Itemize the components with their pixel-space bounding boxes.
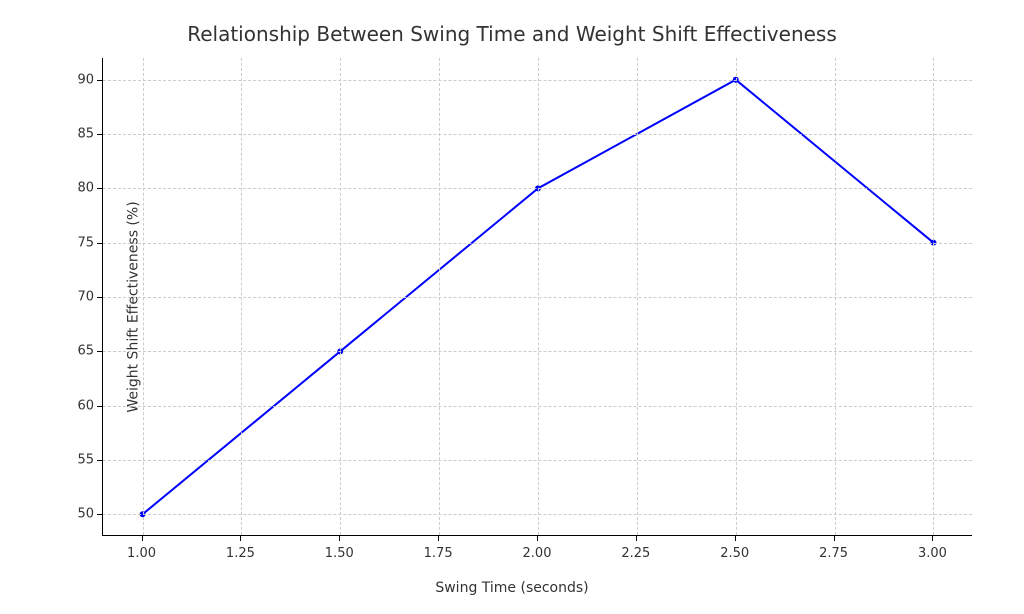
x-tick-label: 1.25 [226,546,255,561]
y-tick [97,134,102,135]
x-tick-label: 1.00 [127,546,156,561]
x-tick [537,536,538,541]
y-tick [97,188,102,189]
grid-line-h [103,243,972,244]
chart-container: Relationship Between Swing Time and Weig… [0,0,1024,614]
y-tick-label: 85 [72,127,94,142]
x-tick-label: 2.25 [621,546,650,561]
x-tick [834,536,835,541]
x-axis-label: Swing Time (seconds) [0,580,1024,596]
x-tick [438,536,439,541]
y-tick [97,514,102,515]
x-tick-label: 1.50 [325,546,354,561]
grid-line-h [103,134,972,135]
x-tick [142,536,143,541]
grid-line-h [103,460,972,461]
x-tick-label: 2.75 [819,546,848,561]
y-tick [97,406,102,407]
grid-line-h [103,351,972,352]
y-tick-label: 55 [72,452,94,467]
y-tick-label: 70 [72,290,94,305]
y-tick [97,351,102,352]
y-tick-label: 50 [72,507,94,522]
x-tick-label: 3.00 [918,546,947,561]
y-tick-label: 60 [72,398,94,413]
y-tick [97,243,102,244]
y-tick [97,460,102,461]
y-tick-label: 80 [72,181,94,196]
grid-line-h [103,188,972,189]
grid-line-h [103,406,972,407]
x-tick [735,536,736,541]
y-tick [97,80,102,81]
y-tick-label: 90 [72,72,94,87]
x-tick-label: 2.00 [523,546,552,561]
y-tick-label: 75 [72,235,94,250]
grid-line-h [103,80,972,81]
x-tick [636,536,637,541]
x-tick-label: 2.50 [720,546,749,561]
x-tick [339,536,340,541]
x-tick-label: 1.75 [424,546,453,561]
plot-area [102,58,972,536]
y-tick-label: 65 [72,344,94,359]
grid-line-h [103,297,972,298]
chart-title: Relationship Between Swing Time and Weig… [0,22,1024,46]
grid-line-h [103,514,972,515]
x-tick [932,536,933,541]
x-tick [240,536,241,541]
y-tick [97,297,102,298]
